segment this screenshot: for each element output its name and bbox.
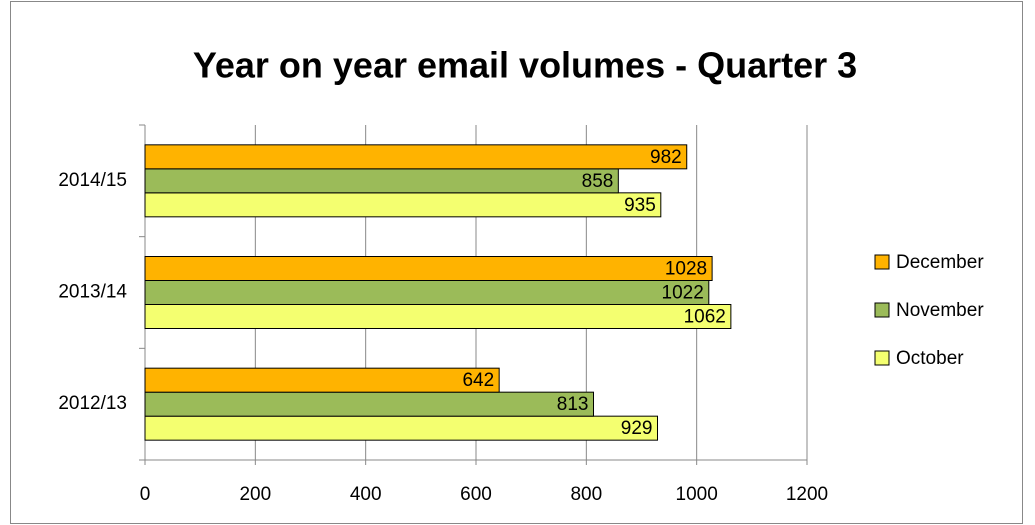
data-label: 982	[650, 147, 682, 168]
data-label: 1062	[684, 307, 726, 328]
x-tick-label: 600	[460, 484, 492, 505]
data-label: 1022	[662, 283, 704, 304]
legend-swatch	[874, 350, 890, 366]
bar	[144, 304, 732, 329]
y-tick-label: 2014/15	[58, 170, 127, 191]
bar	[144, 280, 710, 305]
legend-label: October	[896, 348, 964, 369]
legend-label: November	[896, 300, 984, 321]
data-label: 929	[621, 418, 653, 439]
bar	[144, 192, 662, 218]
data-label: 1028	[665, 259, 707, 280]
bar	[144, 367, 500, 393]
x-tick-label: 400	[350, 484, 382, 505]
data-label: 642	[462, 370, 494, 391]
x-tick-label: 200	[239, 484, 271, 505]
bar	[144, 391, 595, 417]
legend-swatch	[874, 302, 890, 318]
x-tick-label: 0	[140, 484, 151, 505]
y-tick-label: 2013/14	[58, 282, 127, 303]
x-tick-label: 800	[570, 484, 602, 505]
bar	[144, 256, 713, 281]
bar	[144, 415, 658, 441]
bar	[144, 168, 619, 194]
data-label: 813	[557, 394, 589, 415]
legend-swatch	[874, 254, 890, 270]
chart-title: Year on year email volumes - Quarter 3	[193, 45, 857, 86]
x-tick-label: 1200	[786, 484, 828, 505]
legend-label: December	[896, 252, 984, 273]
bar	[144, 144, 688, 170]
x-tick-label: 1000	[676, 484, 718, 505]
data-label: 935	[624, 195, 656, 216]
data-label: 858	[582, 171, 614, 192]
y-tick-label: 2012/13	[58, 393, 127, 414]
